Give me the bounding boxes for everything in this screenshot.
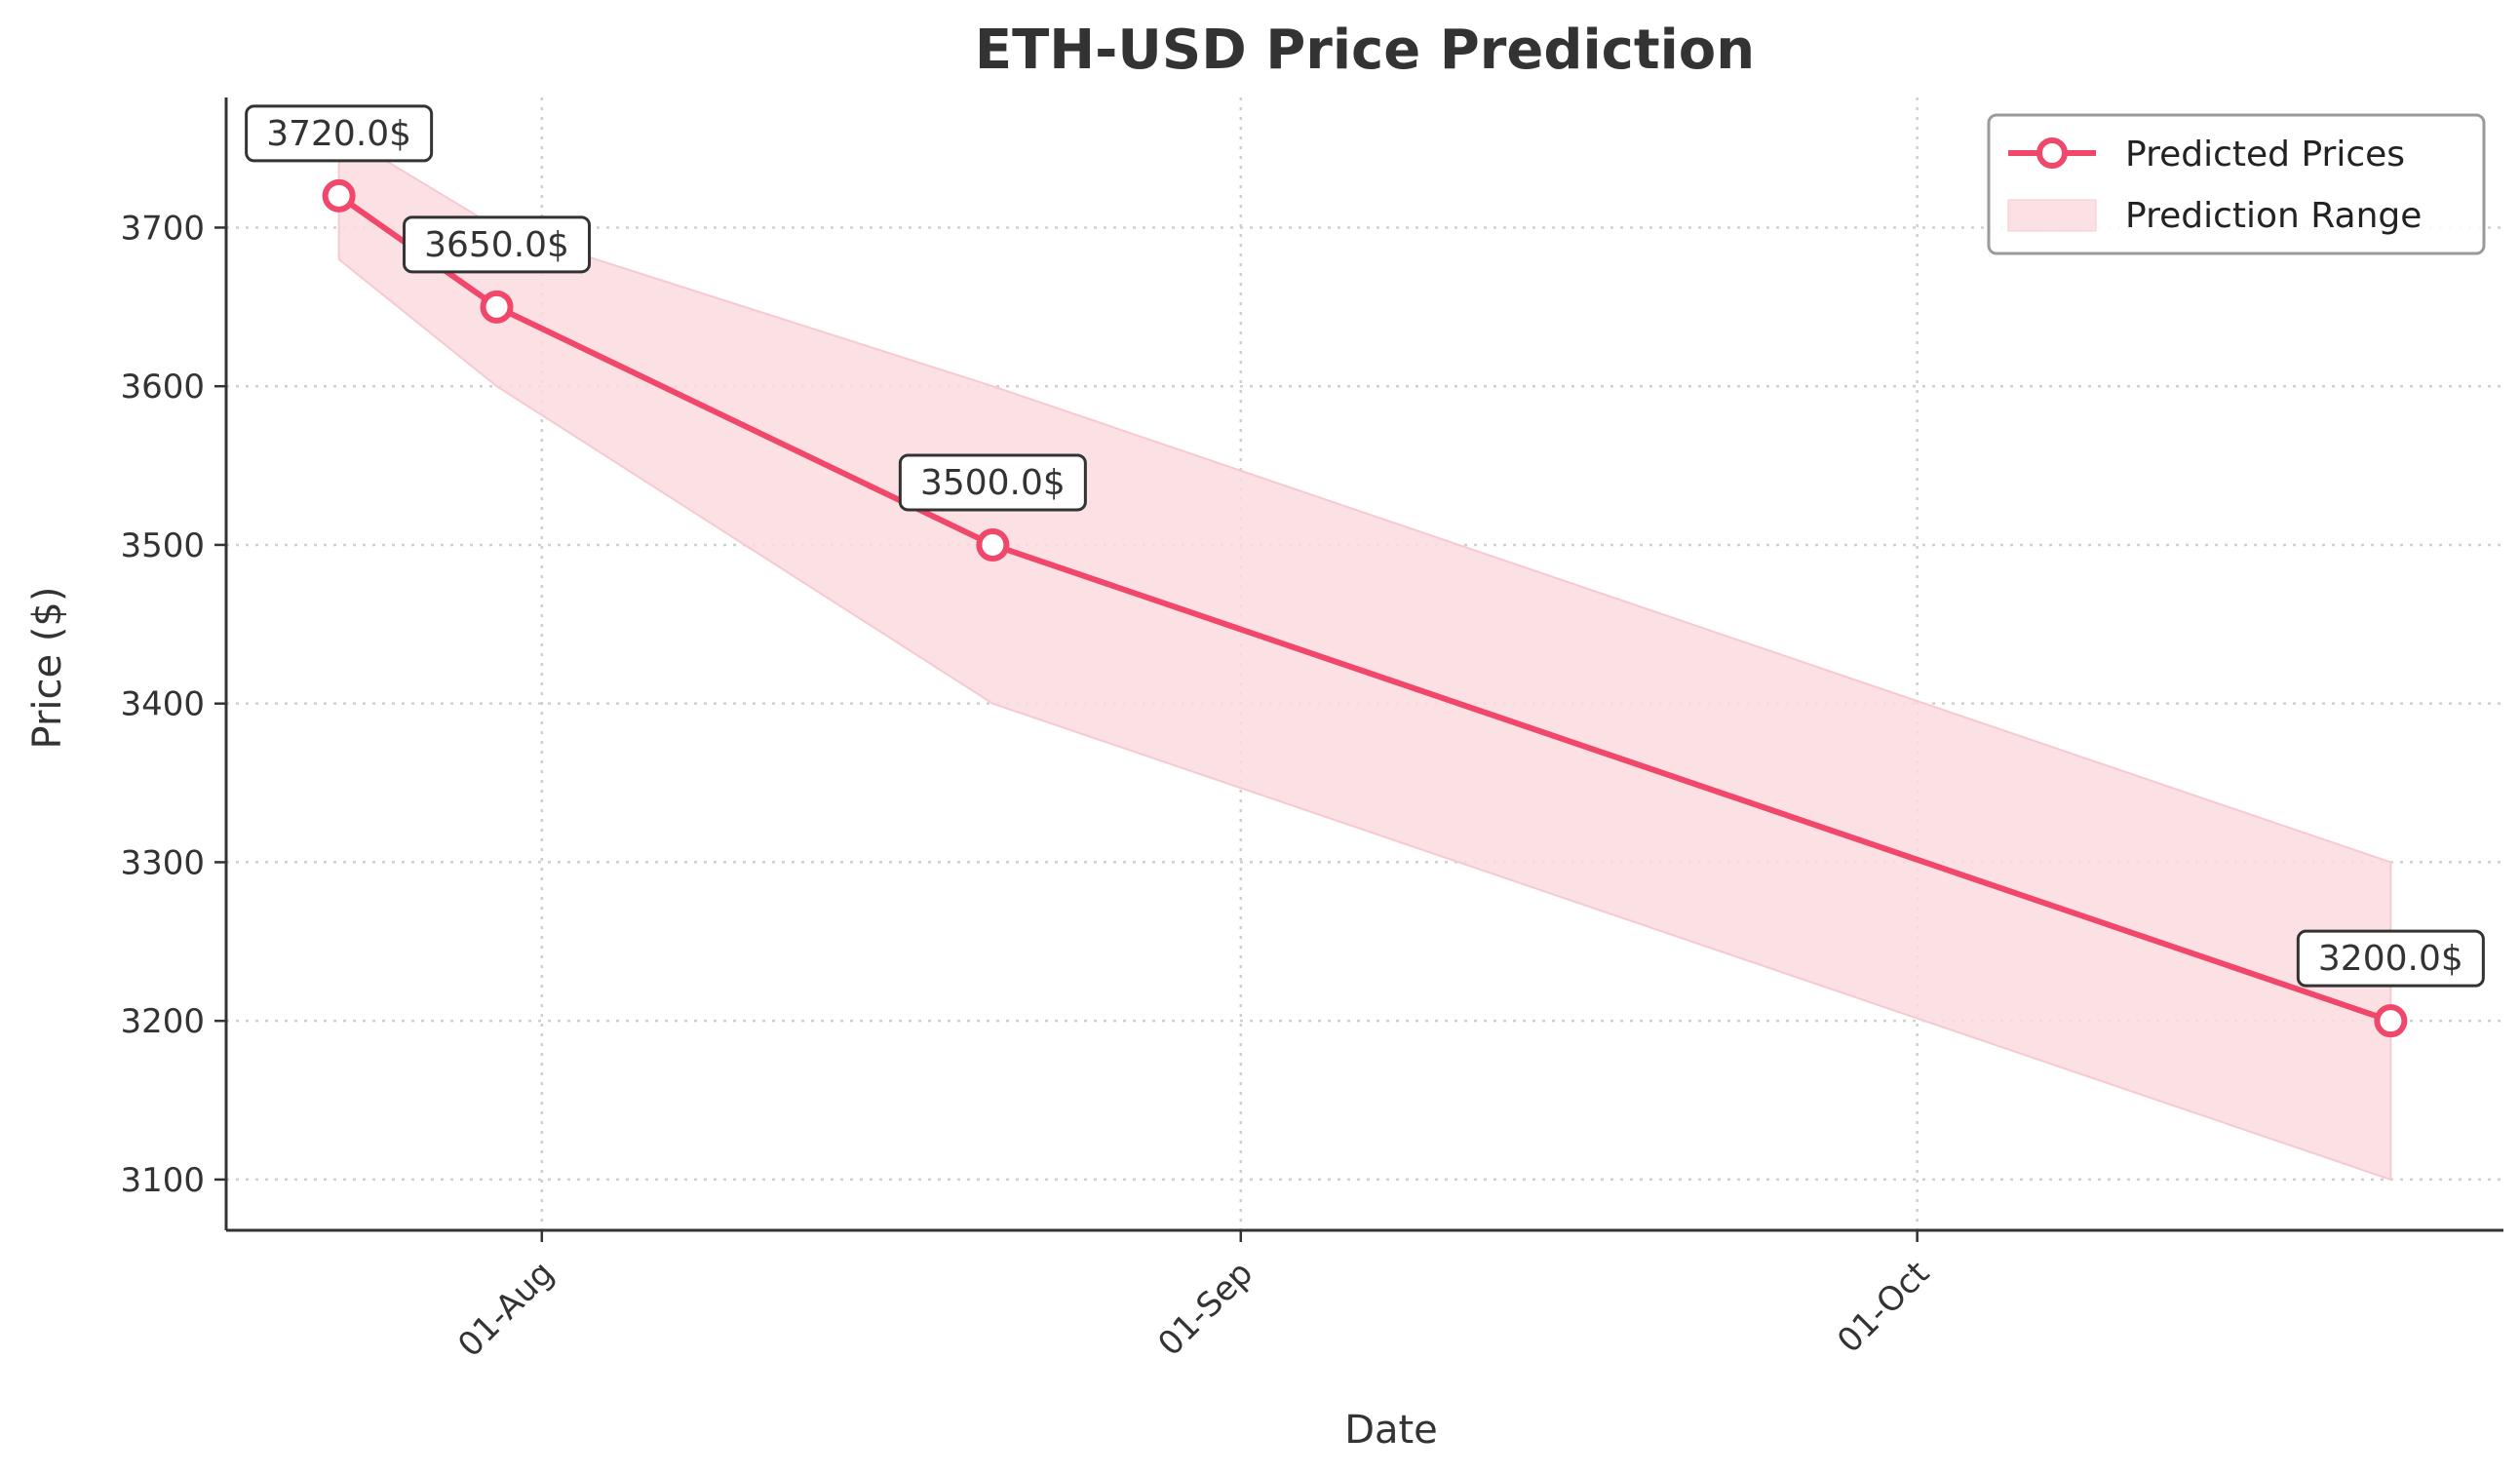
data-label-1: 3650.0$: [424, 225, 569, 265]
x-tick-label-01-Aug: 01-Aug: [450, 1254, 562, 1365]
prediction-range-area: [337, 131, 2392, 1182]
data-label-box-2: [898, 453, 1087, 512]
data-labels: 3720.0$ 3650.0$ 3500.0$ 3200.0$: [245, 104, 2485, 988]
y-tick-label-3700: 3700: [120, 209, 205, 248]
data-label-0: 3720.0$: [266, 114, 411, 154]
data-label-2: 3500.0$: [920, 463, 1066, 503]
y-tick-label-3100: 3100: [120, 1161, 205, 1200]
x-tick-label-01-Oct: 01-Oct: [1830, 1254, 1937, 1361]
legend-label-predicted-prices: Predicted Prices: [2125, 135, 2405, 175]
data-label-3: 3200.0$: [2318, 939, 2463, 979]
legend-marker-swatch: [2036, 137, 2068, 169]
y-tick-label-3500: 3500: [120, 526, 205, 565]
data-point-0: [322, 178, 356, 213]
data-label-box-1: [403, 215, 592, 274]
data-point-2: [976, 527, 1010, 562]
legend-range-swatch: [2007, 199, 2097, 232]
x-axis-label: Date: [1344, 1408, 1438, 1453]
data-point-3: [2374, 1004, 2408, 1038]
prediction-range-band: [337, 131, 2392, 1182]
legend-frame: [1987, 113, 2486, 255]
legend-label-prediction-range: Prediction Range: [2125, 196, 2422, 236]
y-axis-label: Price ($): [25, 587, 70, 750]
x-tick-label-01-Sep: 01-Sep: [1150, 1254, 1260, 1364]
data-point-1: [480, 290, 514, 324]
y-tick-label-3600: 3600: [120, 368, 205, 407]
y-tick-label-3300: 3300: [120, 843, 205, 882]
y-tick-label-3400: 3400: [120, 685, 205, 724]
data-label-box-3: [2296, 929, 2485, 988]
y-tick-label-3200: 3200: [120, 1002, 205, 1041]
data-label-box-0: [245, 104, 434, 163]
legend: Predicted Prices Prediction Range: [1987, 113, 2486, 255]
axes: [214, 97, 2503, 1242]
chart-title: ETH-USD Price Prediction: [975, 19, 1755, 82]
